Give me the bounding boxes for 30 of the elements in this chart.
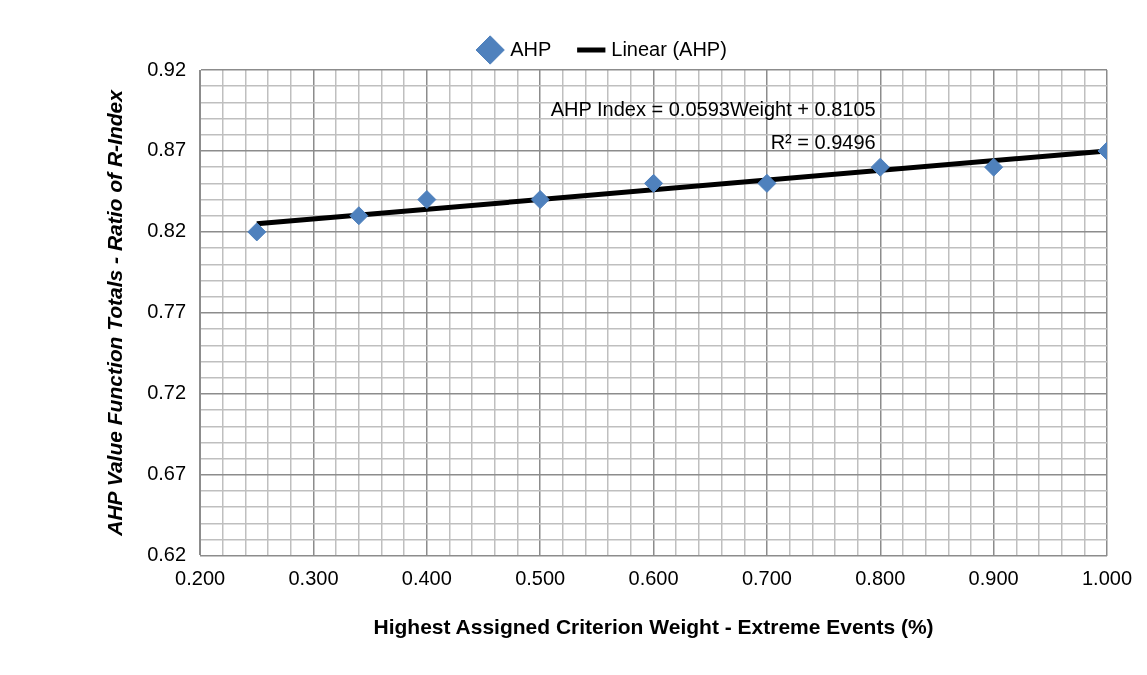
y-tick-label: 0.87 xyxy=(147,138,187,161)
x-tick-label: 0.900 xyxy=(968,567,1019,590)
y-tick-label: 0.72 xyxy=(147,381,187,404)
point xyxy=(530,190,550,210)
point xyxy=(349,206,369,226)
x-tick-label: 1.000 xyxy=(1081,567,1133,590)
x-tick-label: 0.500 xyxy=(515,567,566,590)
x-tick-label: 0.800 xyxy=(855,567,906,590)
x-tick-label: 0.600 xyxy=(628,567,679,590)
x-tick-label: 0.200 xyxy=(175,567,226,590)
point xyxy=(247,222,267,242)
point xyxy=(757,173,777,193)
point xyxy=(984,157,1004,177)
annotation: R² = 0.9496 xyxy=(770,130,876,153)
legend-label: AHP xyxy=(510,37,552,60)
point xyxy=(644,173,664,193)
annotation: AHP Index = 0.0593Weight + 0.8105 xyxy=(550,97,876,120)
y-tick-label: 0.62 xyxy=(147,543,187,566)
x-tick-label: 0.400 xyxy=(401,567,452,590)
legend-label: Linear (AHP) xyxy=(611,37,727,60)
x-axis-title: Highest Assigned Criterion Weight - Extreme Events (%) xyxy=(373,615,934,639)
x-tick-label: 0.700 xyxy=(741,567,792,590)
y-tick-label: 0.77 xyxy=(147,300,187,323)
y-tick-label: 0.67 xyxy=(147,462,187,485)
y-tick-label: 0.92 xyxy=(147,57,187,80)
y-tick-label: 0.82 xyxy=(147,219,187,242)
point xyxy=(870,157,890,177)
x-tick-label: 0.300 xyxy=(288,567,339,590)
y-axis-title: AHP Value Function Totals - Ratio of R-Index xyxy=(103,88,127,537)
point xyxy=(417,190,437,210)
